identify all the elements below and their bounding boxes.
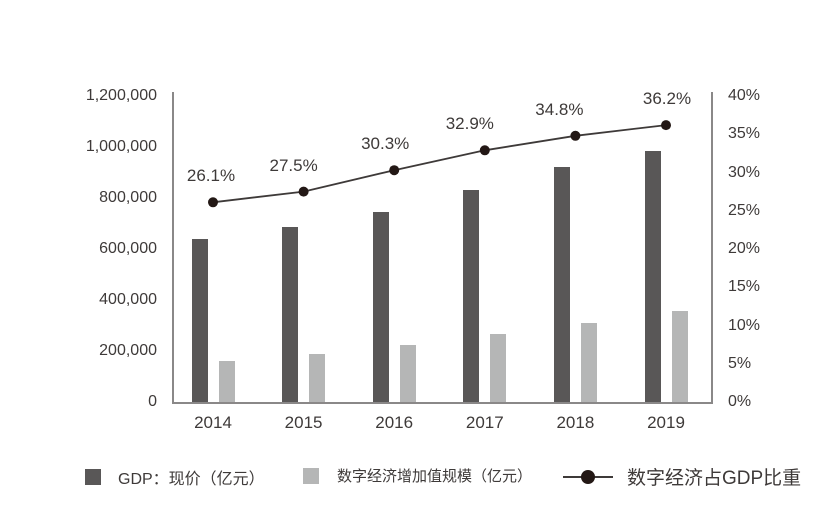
ratio-point-2017 <box>479 145 490 156</box>
y-axis-left-tick-label: 0 <box>148 393 157 410</box>
digital-bar-2019 <box>672 311 688 402</box>
chart-legend: GDP：现价（亿元） 数字经济增加值规模（亿元） 数字经济占GDP比重 <box>0 463 831 489</box>
x-axis-label-2014: 2014 <box>194 413 232 432</box>
x-axis-label-2019: 2019 <box>647 413 685 432</box>
x-axis-label-2016: 2016 <box>375 413 414 432</box>
ratio-point-label-2018: 34.8% <box>535 99 584 119</box>
ratio-point-2019 <box>661 120 671 131</box>
ratio-point-label-2017: 32.9% <box>445 114 494 134</box>
y-axis-right-tick-label: 15% <box>728 278 761 296</box>
legend-label-digital: 数字经济增加值规模（亿元） <box>337 468 533 485</box>
gdp-bar-2015 <box>282 227 298 402</box>
y-axis-left-tick-label: 200,000 <box>99 342 157 359</box>
ratio-point-2014 <box>208 197 218 208</box>
x-axis-label-2015: 2015 <box>284 413 323 432</box>
digital-bar-swatch <box>303 467 319 484</box>
legend-item-gdp: GDP：现价（亿元） <box>85 465 265 489</box>
legend-item-ratio: 数字经济占GDP比重 <box>563 463 801 490</box>
legend-label-gdp: GDP：现价（亿元） <box>118 471 265 488</box>
ratio-line-dot-swatch <box>563 469 613 484</box>
y-axis-right-line <box>711 92 713 403</box>
x-axis-label-2017: 2017 <box>465 413 504 432</box>
y-axis-left-tick-label: 800,000 <box>99 189 157 206</box>
legend-label-ratio: 数字经济占GDP比重 <box>627 468 802 489</box>
y-axis-right-tick-label: 20% <box>728 240 761 257</box>
ratio-point-label-2016: 30.3% <box>361 134 410 154</box>
y-axis-right-tick-label: 0% <box>728 393 752 410</box>
ratio-point-label-2019: 36.2% <box>642 89 692 109</box>
digital-bar-2017 <box>490 334 506 402</box>
gdp-bar-2018 <box>554 167 570 402</box>
x-axis-label-2018: 2018 <box>556 413 595 432</box>
ratio-point-2015 <box>298 186 309 197</box>
digital-bar-2018 <box>581 323 597 402</box>
digital-bar-2016 <box>400 345 416 402</box>
y-axis-left-tick-label: 1,200,000 <box>85 87 157 104</box>
y-axis-left-tick-label: 600,000 <box>99 240 157 257</box>
gdp-bar-2019 <box>645 151 661 402</box>
ratio-point-label-2014: 26.1% <box>186 166 236 186</box>
gdp-bar-2017 <box>463 190 479 402</box>
gdp-bar-swatch <box>85 469 101 485</box>
y-axis-right-tick-label: 5% <box>728 354 752 372</box>
ratio-point-label-2015: 27.5% <box>269 155 318 175</box>
y-axis-right-tick-label: 35% <box>728 125 761 143</box>
legend-item-digital: 数字经济增加值规模（亿元） <box>303 465 532 486</box>
x-axis-line <box>172 402 713 404</box>
y-axis-right-tick-label: 30% <box>728 163 761 181</box>
gdp-bar-2014 <box>192 239 208 402</box>
y-axis-left-line <box>172 92 174 403</box>
y-axis-right-tick-label: 10% <box>728 316 761 334</box>
ratio-point-2016 <box>389 165 400 176</box>
digital-bar-2014 <box>219 361 235 402</box>
y-axis-left-tick-label: 1,000,000 <box>85 138 157 155</box>
digital-bar-2015 <box>309 354 325 402</box>
ratio-dot-glyph <box>581 469 595 484</box>
y-axis-left-tick-label: 400,000 <box>99 291 157 308</box>
gdp-bar-2016 <box>373 212 389 402</box>
y-axis-right-tick-label: 25% <box>728 201 761 219</box>
y-axis-right-tick-label: 40% <box>728 87 761 104</box>
ratio-point-2018 <box>570 130 581 141</box>
